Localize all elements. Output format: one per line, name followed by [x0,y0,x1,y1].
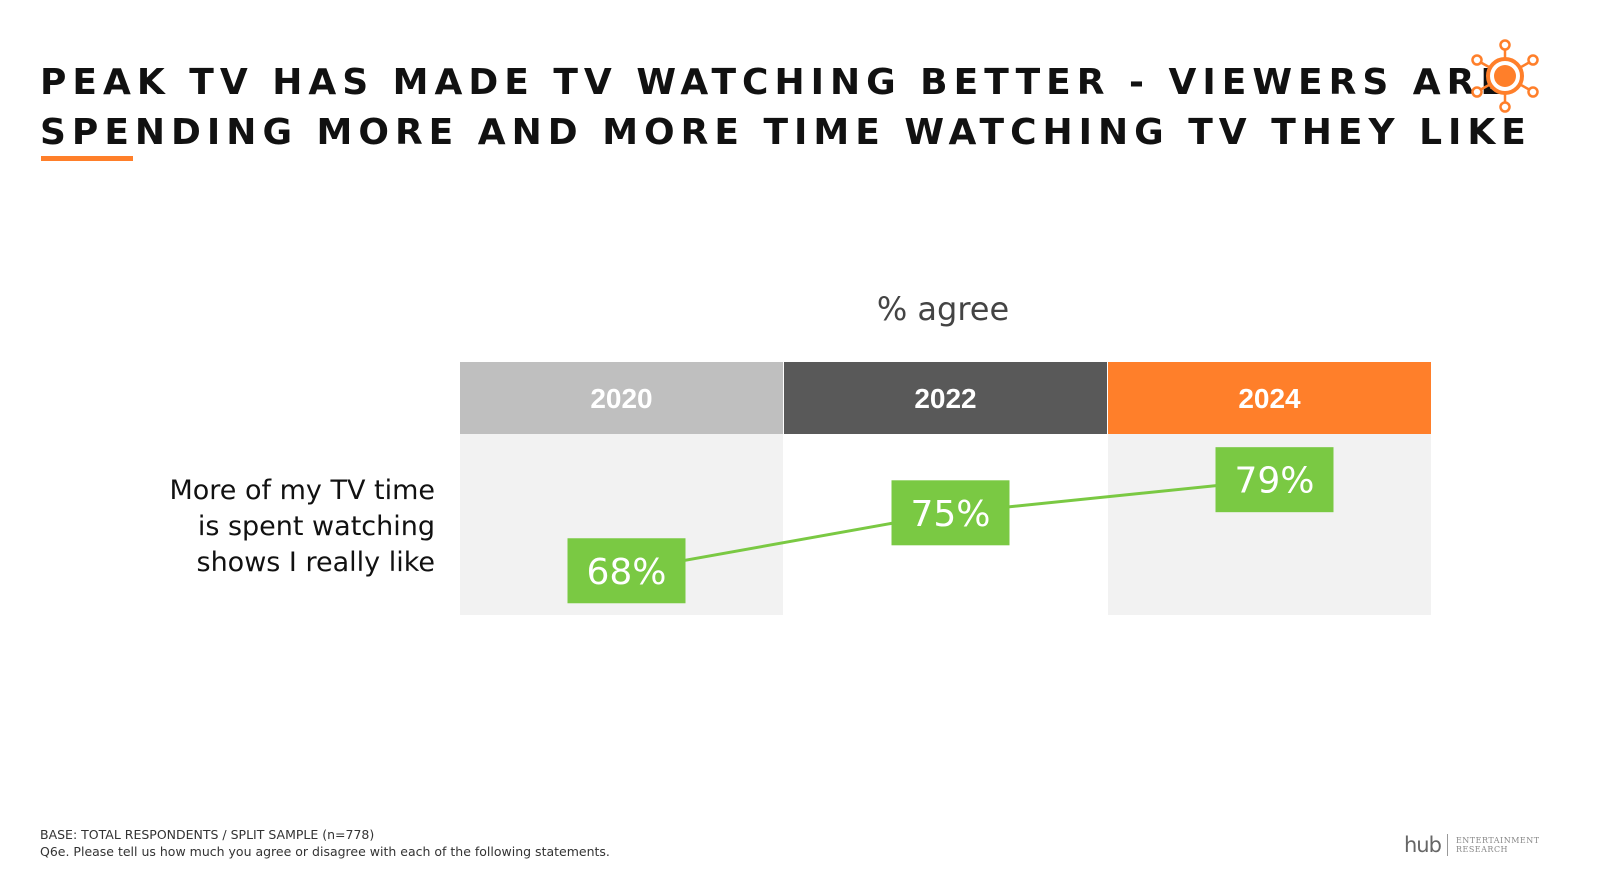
brand-sub-line-2: RESEARCH [1455,845,1509,854]
sun-network-icon [1471,39,1539,113]
brand-sub-line-1: ENTERTAINMENT [1455,836,1540,845]
column-header-label-2020: 2020 [590,383,652,414]
footnote: BASE: TOTAL RESPONDENTS / SPLIT SAMPLE (… [40,826,610,860]
data-label-2024: 79% [1234,461,1314,502]
title-line-1: PEAK TV HAS MADE TV WATCHING BETTER - VI… [40,62,1511,103]
column-header-2020 [460,362,783,434]
data-point-box-2020 [567,538,686,604]
column-header-label-2024: 2024 [1238,383,1301,414]
brand-divider [1446,834,1448,856]
data-label-2020: 68% [586,552,666,593]
column-header-label-2022: 2022 [914,383,976,414]
column-header-2024 [1108,362,1431,434]
data-point-box-2024 [1215,447,1334,513]
title-line-2: SPENDING MORE AND MORE TIME WATCHING TV … [40,112,1532,153]
row-label-line-1: More of my TV time [169,475,435,506]
chart-subtitle: % agree [876,290,1010,328]
footnote-question: Q6e. Please tell us how much you agree o… [40,844,610,859]
row-label: More of my TV time is spent watching sho… [120,473,435,581]
row-label-line-3: shows I really like [196,547,436,578]
data-point-box-2022 [891,480,1010,546]
column-header-2022 [784,362,1107,434]
footnote-base: BASE: TOTAL RESPONDENTS / SPLIT SAMPLE (… [40,827,375,842]
page-title: PEAK TV HAS MADE TV WATCHING BETTER - VI… [40,58,1532,158]
brand-logo: hub ENTERTAINMENT RESEARCH [1404,832,1540,858]
brand-name: hub [1404,833,1442,857]
row-label-line-2: is spent watching [197,511,435,542]
brand-subtitle: ENTERTAINMENT RESEARCH [1456,836,1540,854]
data-label-2022: 75% [910,494,990,535]
title-accent-bar [41,156,133,161]
